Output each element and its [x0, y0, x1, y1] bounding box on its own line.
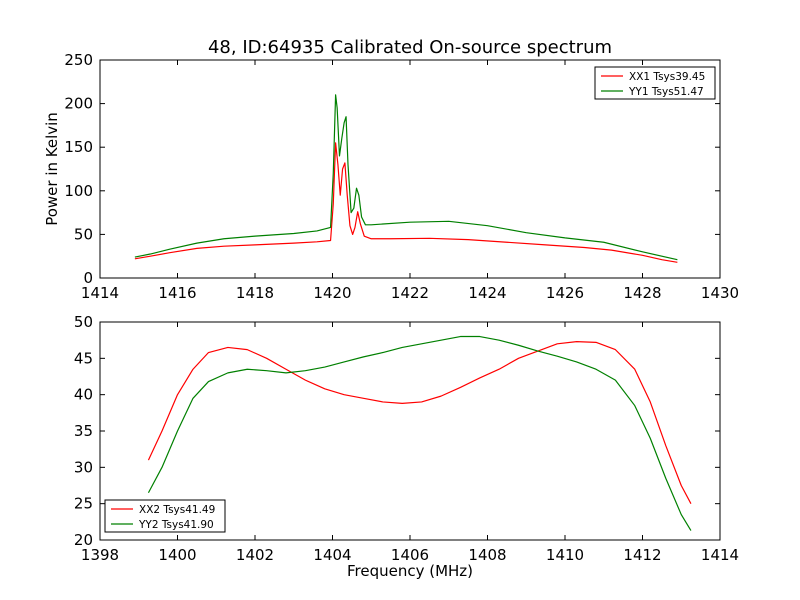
top-series-line-1 [134, 142, 678, 263]
bottom-legend-label-2: YY2 Tsys41.90 [138, 519, 214, 531]
bottom-x-tick-label: 1414 [701, 546, 739, 564]
bottom-y-tick-label: 40 [74, 386, 93, 404]
bottom-x-tick-label: 1398 [81, 546, 119, 564]
bottom-panel: 1398 1400 1402 1404 1406 1408 1410 1412 1414 20 25… [74, 313, 739, 564]
top-x-tick-label: 1430 [701, 284, 739, 302]
top-x-tick-label: 1416 [158, 284, 196, 302]
top-y-tick-label: 200 [64, 95, 93, 113]
bottom-legend-label-1: XX2 Tsys41.49 [139, 504, 215, 516]
top-legend-box [594, 66, 716, 100]
bottom-x-tick-label: 1406 [391, 546, 429, 564]
x-axis-label: Frequency (MHz) [347, 562, 473, 580]
bottom-x-tick-label: 1410 [546, 546, 584, 564]
top-y-tick-label: 50 [74, 225, 93, 243]
top-legend-label-1: XX1 Tsys39.45 [629, 71, 705, 83]
top-x-tick-label: 1414 [81, 284, 119, 302]
bottom-x-tick-label: 1412 [623, 546, 661, 564]
bottom-x-tick-label: 1402 [236, 546, 274, 564]
bottom-y-tick-label: 30 [74, 458, 93, 476]
top-x-tick-label: 1428 [623, 284, 661, 302]
top-panel: 1414 1416 1418 1420 1422 1424 1426 1428 1430 0 50 1… [64, 51, 739, 302]
bottom-series-line-2 [147, 335, 692, 531]
bottom-y-tick-label: 45 [74, 349, 93, 367]
top-x-tick-label: 1418 [236, 284, 274, 302]
top-x-tick-label: 1420 [313, 284, 351, 302]
top-y-axis-label: Power in Kelvin [43, 112, 61, 226]
bottom-y-tick-label: 35 [74, 422, 93, 440]
top-x-tick-label: 1424 [468, 284, 506, 302]
top-y-tick-label: 150 [64, 138, 93, 156]
bottom-legend-box [104, 499, 226, 533]
top-y-tick-label: 100 [64, 182, 93, 200]
bottom-x-tick-label: 1408 [468, 546, 506, 564]
bottom-series-line-1 [147, 341, 692, 504]
bottom-y-tick-label: 20 [74, 531, 93, 549]
bottom-y-tick-label: 50 [74, 313, 93, 331]
bottom-x-tick-label: 1400 [158, 546, 196, 564]
top-y-tick-label: 250 [64, 51, 93, 69]
top-legend-label-2: YY1 Tsys51.47 [628, 86, 704, 98]
bottom-x-tick-label: 1404 [313, 546, 351, 564]
top-x-tick-label: 1422 [391, 284, 429, 302]
top-x-tick-label: 1426 [546, 284, 584, 302]
top-series-line-2 [134, 94, 678, 261]
chart-title: 48, ID:64935 Calibrated On-source spectr… [208, 37, 612, 58]
top-y-tick-label: 0 [83, 269, 93, 287]
bottom-y-tick-label: 25 [74, 495, 93, 513]
